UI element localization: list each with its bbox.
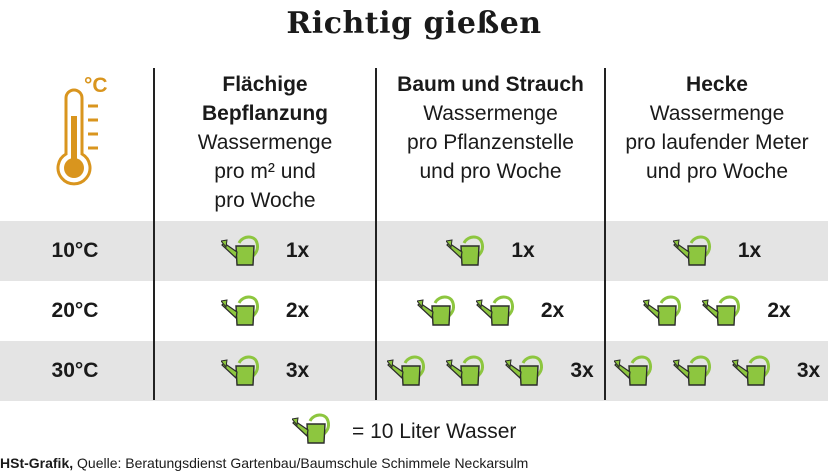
row-cell: 3x xyxy=(377,341,604,401)
unit-label: °C xyxy=(84,74,108,97)
row-cell: 1x xyxy=(377,221,604,281)
watering-can-icon xyxy=(416,294,463,328)
table-row: 30°C 3x 3x 3x xyxy=(0,341,828,401)
column-header-hecke: Hecke Wassermenge pro laufender Meter un… xyxy=(606,70,828,186)
watering-can-icon xyxy=(672,234,719,268)
column-subtitle: Wassermenge pro Pflanzenstelle und pro W… xyxy=(407,102,574,183)
watering-can-icon xyxy=(731,354,778,388)
count-label: 3x xyxy=(570,359,594,382)
column-divider xyxy=(375,68,377,400)
count-label: 2x xyxy=(767,299,791,322)
count-label: 3x xyxy=(796,359,821,382)
row-cell: 3x xyxy=(606,341,828,401)
watering-can-icon xyxy=(702,294,748,328)
row-cell: 1x xyxy=(155,221,375,281)
table-row: 10°C 1x 1x 1x xyxy=(0,221,828,281)
temperature-label: 10°C xyxy=(51,239,99,262)
watering-can-icon xyxy=(475,294,522,328)
row-cell: 1x xyxy=(606,221,828,281)
count-label: 3x xyxy=(285,359,310,382)
row-cell: 2x xyxy=(155,281,375,341)
column-divider xyxy=(604,68,606,400)
column-divider xyxy=(153,68,155,400)
source-note: HSt-Grafik, Quelle: Beratungsdienst Gart… xyxy=(0,455,528,471)
table-row: 20°C 2x 2x 2x xyxy=(0,281,828,341)
watering-can-icon xyxy=(643,294,689,328)
thermometer-icon xyxy=(56,88,98,186)
watering-can-icon xyxy=(387,354,433,388)
count-label: 2x xyxy=(285,299,310,322)
column-heading: Hecke xyxy=(686,73,748,96)
count-label: 2x xyxy=(540,299,565,322)
watering-can-icon xyxy=(446,354,492,388)
count-label: 1x xyxy=(285,239,310,262)
watering-can-icon xyxy=(672,354,719,388)
column-header-flaechig: Flächige Bepflanzung Wassermenge pro m² … xyxy=(155,70,375,215)
column-heading: Flächige Bepflanzung xyxy=(202,73,328,125)
page-title: Richtig gießen xyxy=(286,6,542,41)
column-subtitle: Wassermenge pro m² und pro Woche xyxy=(197,131,333,212)
watering-can-icon xyxy=(220,294,267,328)
legend-text: = 10 Liter Wasser xyxy=(352,419,517,443)
count-label: 1x xyxy=(511,239,535,262)
watering-can-icon xyxy=(220,234,267,268)
source-label: HSt-Grafik, xyxy=(0,455,74,471)
legend: = 10 Liter Wasser xyxy=(292,412,516,451)
watering-can-icon xyxy=(613,354,660,388)
source-text: Quelle: Beratungsdienst Gartenbau/Baumsc… xyxy=(73,455,529,471)
watering-can-icon xyxy=(446,234,492,268)
row-cell: 3x xyxy=(155,341,375,401)
column-subtitle: Wassermenge pro laufender Meter und pro … xyxy=(625,102,809,183)
row-cell: 2x xyxy=(606,281,828,341)
row-cell: 2x xyxy=(377,281,604,341)
count-label: 1x xyxy=(737,239,762,262)
watering-can-icon xyxy=(505,354,551,388)
temperature-label: 30°C xyxy=(51,359,99,382)
temperature-label: 20°C xyxy=(51,299,99,322)
column-heading: Baum und Strauch xyxy=(397,73,584,96)
watering-can-icon xyxy=(292,412,338,451)
watering-can-icon xyxy=(220,354,267,388)
column-header-baum: Baum und Strauch Wassermenge pro Pflanze… xyxy=(377,70,604,186)
